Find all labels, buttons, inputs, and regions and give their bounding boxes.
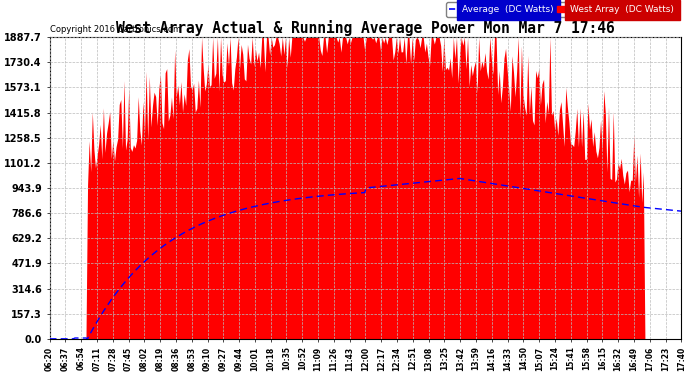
Legend: Average  (DC Watts), West Array  (DC Watts): Average (DC Watts), West Array (DC Watts… (446, 3, 677, 17)
Title: West Array Actual & Running Average Power Mon Mar 7 17:46: West Array Actual & Running Average Powe… (116, 20, 615, 36)
Text: Copyright 2016 Cartronics.com: Copyright 2016 Cartronics.com (50, 25, 181, 34)
